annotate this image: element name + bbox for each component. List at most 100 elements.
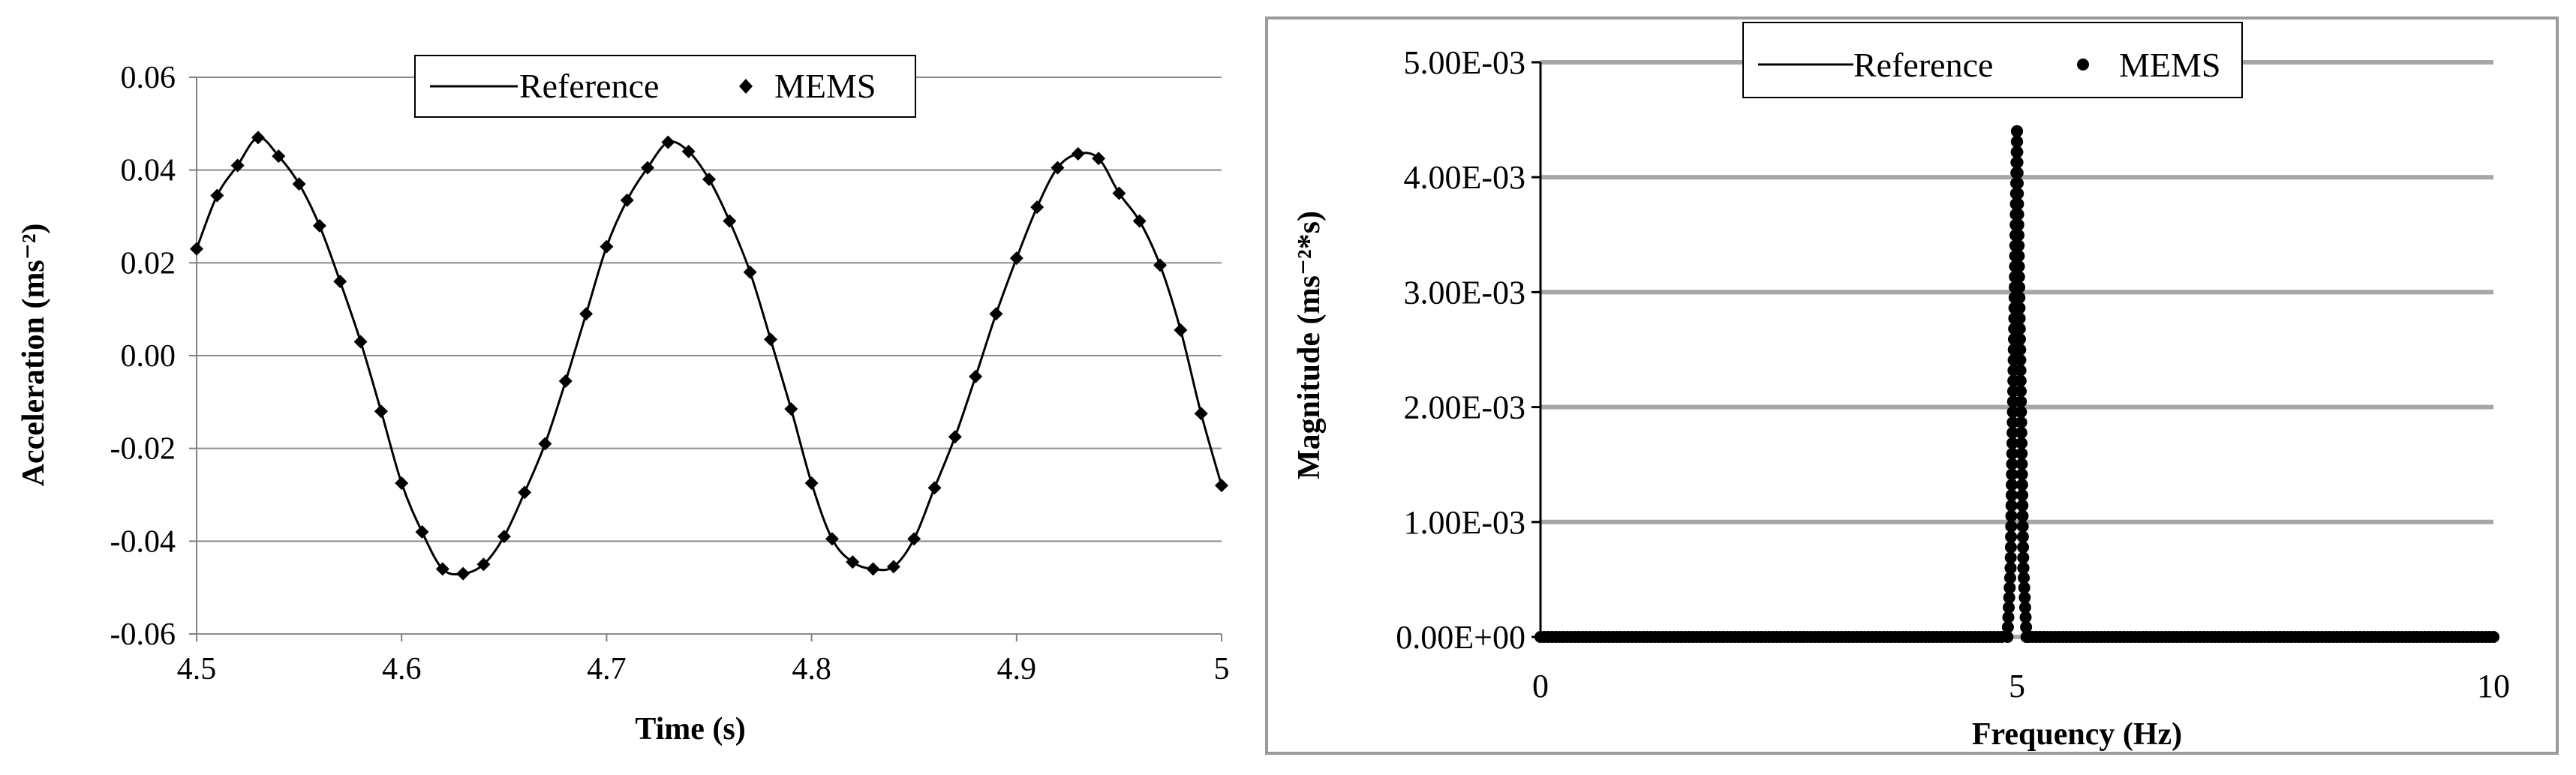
mems-marker: [948, 430, 962, 444]
axes: [189, 77, 1222, 641]
mems-marker: [2006, 447, 2018, 460]
mems-marker: [1215, 479, 1228, 493]
x-tick-label: 4.7: [587, 652, 627, 686]
mems-marker: [846, 555, 860, 569]
mems-marker: [190, 242, 203, 256]
mems-marker: [2015, 447, 2028, 460]
mems-marker: [2011, 135, 2024, 148]
y-tick-label: -0.02: [110, 432, 176, 467]
mems-marker: [2014, 364, 2027, 377]
mems-marker: [2003, 581, 2016, 594]
mems-marker: [2018, 591, 2031, 604]
mems-marker: [2001, 620, 2014, 633]
mems-marker: [2002, 611, 2015, 623]
mems-marker: [2012, 218, 2024, 231]
mems-marker: [743, 265, 757, 279]
y-tick-label: 0.00: [121, 339, 176, 374]
y-tick-label: 0.02: [121, 246, 176, 281]
mems-marker: [2001, 631, 2014, 643]
mems-marker: [395, 476, 409, 491]
y-tick-label: 0.06: [121, 61, 176, 95]
x-tick-label: 4.8: [792, 652, 831, 686]
mems-marker: [2016, 489, 2029, 502]
series-mems: [1534, 125, 2499, 643]
legend: Reference MEMS: [1742, 22, 2243, 98]
frequency-magnitude-chart: 5.00E-03 4.00E-03 3.00E-03 2.00E-03 1.00E-03…: [1265, 17, 2559, 755]
acceleration-time-chart: 0.060.040.020.00-0.02-0.04-0.06 4.5 4.6 4.…: [17, 55, 1230, 746]
x-tick-label: 0: [1532, 668, 1549, 704]
mems-marker: [312, 218, 326, 233]
mems-marker: [2013, 291, 2026, 304]
mems-marker: [1153, 258, 1168, 272]
mems-marker: [2013, 302, 2026, 314]
mems-marker: [2012, 260, 2025, 273]
mems-marker: [2017, 562, 2030, 575]
y-tick-label: 2.00E-03: [1403, 389, 1525, 426]
reference-line: [195, 136, 1223, 576]
mems-marker: [2005, 489, 2018, 502]
mems-marker: [927, 481, 942, 495]
mems-marker: [476, 557, 491, 572]
mems-marker: [1174, 323, 1188, 337]
mems-marker: [2005, 499, 2018, 512]
mems-marker: [2012, 270, 2025, 283]
legend-label-mems: MEMS: [774, 67, 876, 105]
mems-marker: [989, 307, 1003, 321]
mems-marker: [2015, 395, 2027, 408]
mems-marker: [353, 335, 368, 349]
mems-marker: [2006, 426, 2019, 439]
mems-marker: [2015, 385, 2027, 398]
mems-marker: [2003, 572, 2016, 584]
mems-marker: [907, 532, 921, 546]
mems-marker: [2014, 353, 2027, 366]
mems-marker: [825, 532, 839, 546]
x-axis-title: Frequency (Hz): [1972, 717, 2182, 752]
legend-box: [1742, 22, 2243, 98]
mems-marker: [2006, 416, 2019, 429]
mems-marker: [2015, 468, 2028, 481]
mems-marker: [2015, 416, 2027, 429]
mems-marker: [2004, 551, 2017, 564]
x-tick-label: 5: [2009, 668, 2025, 704]
axes: [1531, 61, 1542, 638]
mems-marker: [2012, 208, 2024, 221]
legend-label-reference: Reference: [1853, 46, 1993, 84]
y-tick-label: -0.04: [110, 524, 176, 559]
mems-marker: [2011, 125, 2023, 137]
mems-marker: [2018, 572, 2030, 584]
x-tick-label: 4.9: [997, 652, 1037, 686]
y-tick-label: 4.00E-03: [1403, 159, 1525, 196]
mems-marker: [333, 275, 347, 289]
mems-marker: [2017, 551, 2030, 564]
mems-marker: [558, 374, 573, 389]
mems-marker: [2006, 437, 2018, 449]
mems-marker: [2015, 437, 2028, 449]
mems-marker: [2018, 601, 2031, 614]
grid-lines: [197, 77, 1222, 635]
x-tick-label: 5: [1214, 652, 1230, 686]
x-tick-labels: 0 5 10: [1532, 668, 2510, 704]
mems-marker: [2011, 167, 2024, 179]
mems-marker: [2012, 281, 2025, 293]
mems-marker: [2016, 520, 2029, 533]
mems-marker: [2013, 323, 2026, 335]
mems-marker: [886, 560, 900, 574]
y-axis-title: Magnitude (ms⁻²*s): [1292, 211, 1327, 479]
mems-marker: [2005, 509, 2018, 522]
mems-marker: [2012, 250, 2025, 263]
mems-marker: [2017, 541, 2030, 554]
y-tick-label: 0.00E+00: [1396, 619, 1525, 656]
mems-marker: [579, 307, 594, 321]
mems-marker: [2003, 601, 2015, 614]
mems-marker: [456, 566, 470, 581]
mems-marker: [230, 158, 245, 173]
chart-frame: [1265, 17, 2559, 755]
mems-marker: [2018, 581, 2030, 594]
mems-marker: [1194, 407, 1208, 421]
mems-marker: [435, 562, 449, 576]
mems-marker: [2016, 530, 2029, 543]
mems-marker: [2014, 344, 2027, 356]
mems-marker: [2011, 177, 2024, 190]
mems-marker: [2015, 406, 2027, 419]
mems-marker: [2012, 239, 2025, 252]
